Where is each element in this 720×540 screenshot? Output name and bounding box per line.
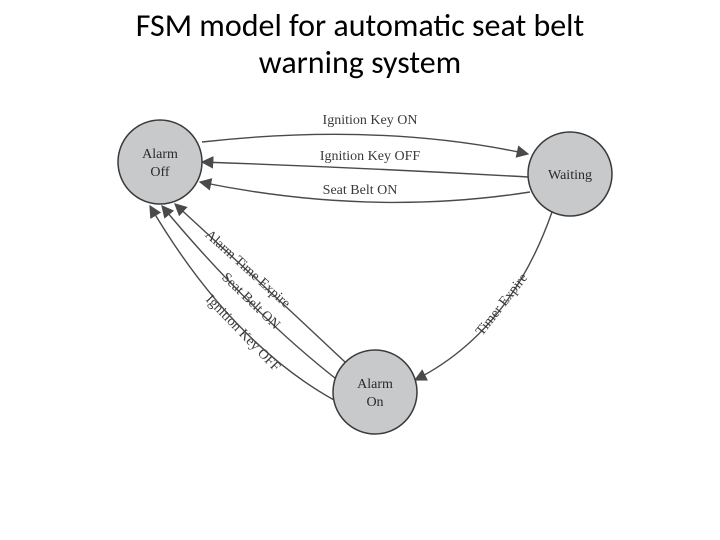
fsm-diagram: Ignition Key ON Ignition Key OFF Seat Belt… — [0, 82, 720, 522]
edge-label-e1: Ignition Key ON — [323, 113, 418, 128]
edge-label-e3: Seat Belt ON — [323, 183, 398, 198]
edge-label-e4: Timer Expire — [473, 270, 531, 338]
node-label2-alarm_on: On — [366, 395, 383, 410]
edge-e2 — [202, 162, 528, 177]
node-label1-alarm_off: Alarm — [142, 147, 178, 162]
edge-label-e2: Ignition Key OFF — [320, 149, 421, 164]
edge-label-e7: Ignition Key OFF — [202, 292, 283, 375]
title-line-2: warning system — [0, 45, 720, 82]
fsm-svg: Ignition Key ON Ignition Key OFF Seat Belt… — [0, 82, 720, 522]
page-title: FSM model for automatic seat belt warnin… — [0, 8, 720, 82]
node-alarm_off — [118, 120, 202, 204]
edge-e4 — [415, 212, 552, 380]
node-label1-waiting: Waiting — [548, 168, 592, 183]
title-line-1: FSM model for automatic seat belt — [0, 8, 720, 45]
node-alarm_on — [333, 350, 417, 434]
node-label2-alarm_off: Off — [150, 165, 170, 180]
node-label1-alarm_on: Alarm — [357, 377, 393, 392]
